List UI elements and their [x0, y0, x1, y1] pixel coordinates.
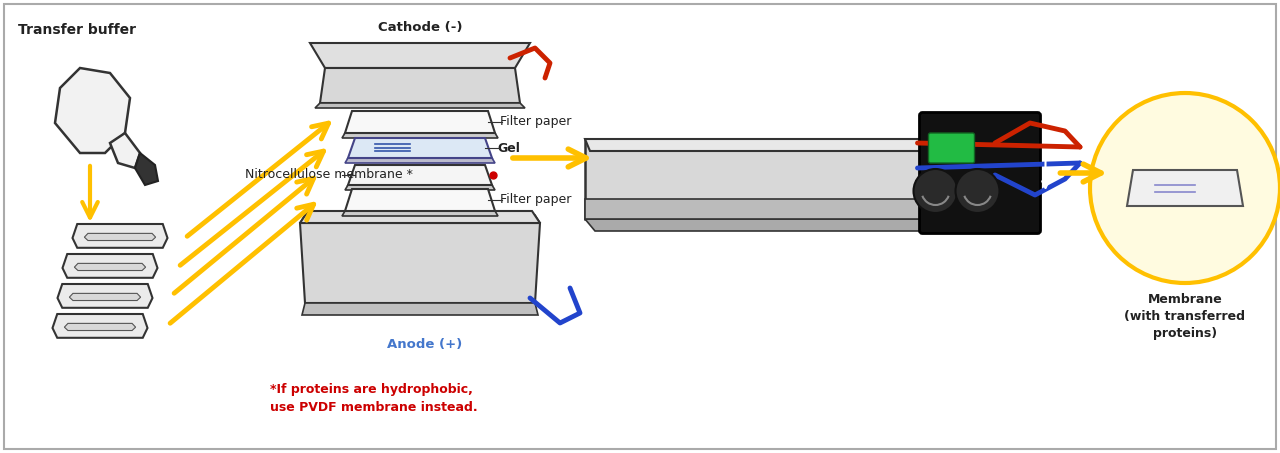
Polygon shape	[585, 139, 1000, 219]
Polygon shape	[342, 133, 498, 138]
Polygon shape	[346, 111, 495, 133]
FancyBboxPatch shape	[919, 112, 1041, 233]
Polygon shape	[300, 223, 540, 303]
Polygon shape	[346, 189, 495, 211]
Polygon shape	[348, 165, 492, 185]
Polygon shape	[300, 215, 540, 223]
Circle shape	[914, 169, 957, 213]
Text: Nitrocellulose membrane *: Nitrocellulose membrane *	[244, 169, 413, 182]
Polygon shape	[58, 284, 152, 308]
Polygon shape	[342, 211, 498, 216]
Polygon shape	[74, 263, 146, 270]
FancyBboxPatch shape	[928, 133, 974, 163]
Polygon shape	[63, 254, 157, 278]
Polygon shape	[52, 314, 147, 338]
Polygon shape	[585, 199, 1000, 219]
Polygon shape	[134, 153, 157, 185]
Text: Filter paper: Filter paper	[500, 116, 571, 129]
Text: Filter paper: Filter paper	[500, 193, 571, 207]
Polygon shape	[55, 68, 131, 153]
Polygon shape	[320, 68, 520, 103]
Text: Gel: Gel	[497, 141, 520, 154]
Polygon shape	[64, 323, 136, 331]
Polygon shape	[84, 233, 156, 241]
Polygon shape	[73, 224, 168, 248]
FancyBboxPatch shape	[4, 4, 1276, 449]
Polygon shape	[1126, 170, 1243, 206]
Polygon shape	[346, 185, 495, 190]
Polygon shape	[315, 103, 525, 108]
Polygon shape	[69, 294, 141, 300]
Polygon shape	[310, 43, 530, 68]
Polygon shape	[348, 138, 492, 158]
Circle shape	[955, 169, 1000, 213]
Circle shape	[1091, 93, 1280, 283]
Text: Transfer buffer: Transfer buffer	[18, 23, 136, 37]
Polygon shape	[585, 139, 1000, 151]
Polygon shape	[110, 133, 140, 168]
Text: Membrane
(with transferred
proteins): Membrane (with transferred proteins)	[1125, 293, 1245, 340]
Text: Anode (+): Anode (+)	[388, 338, 462, 351]
Polygon shape	[346, 158, 495, 163]
Polygon shape	[302, 303, 538, 315]
Text: *If proteins are hydrophobic,
use PVDF membrane instead.: *If proteins are hydrophobic, use PVDF m…	[270, 383, 477, 414]
Text: Cathode (-): Cathode (-)	[378, 21, 462, 34]
Polygon shape	[300, 211, 540, 223]
Polygon shape	[585, 219, 1000, 231]
